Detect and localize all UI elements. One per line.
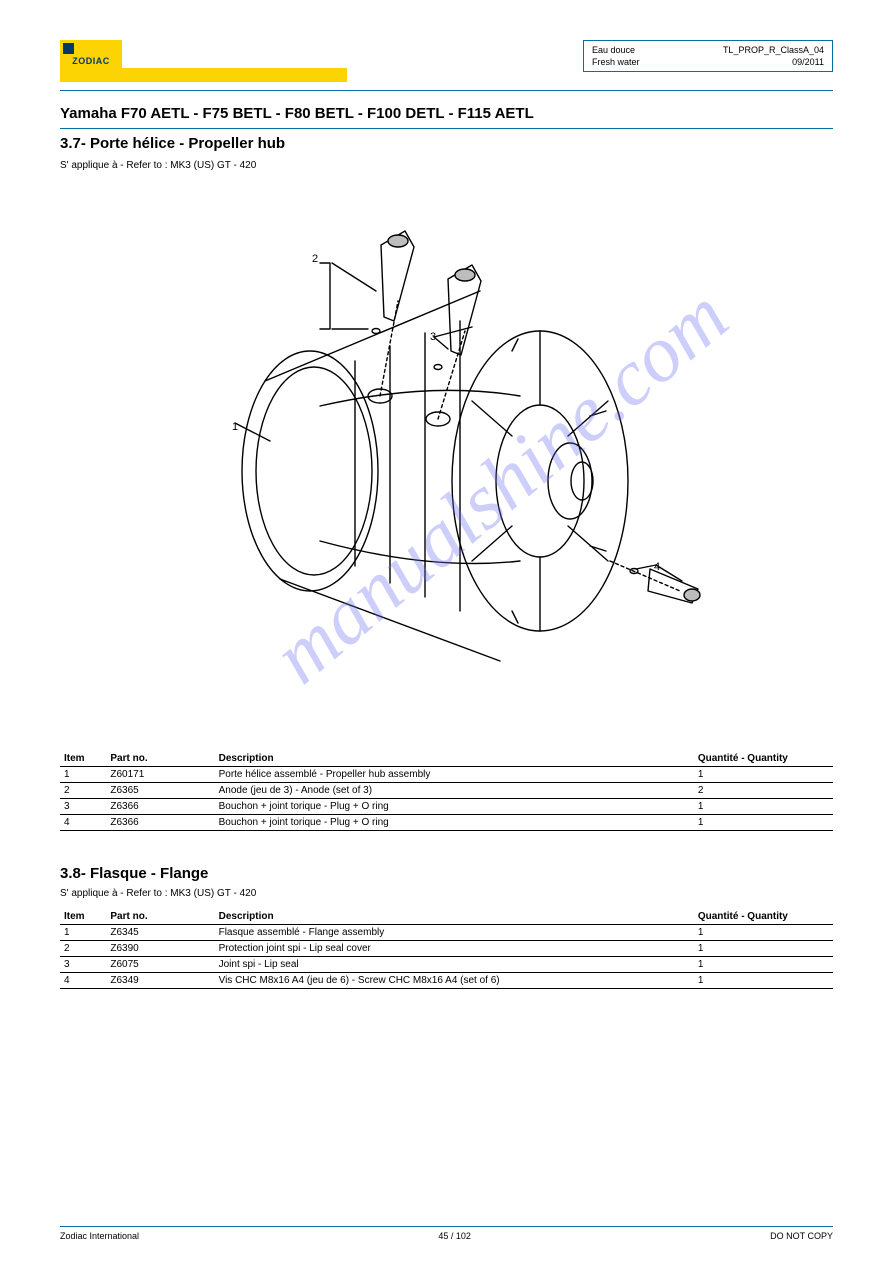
- zodiac-logo: ZODIAC: [60, 40, 122, 82]
- cell: Vis CHC M8x16 A4 (jeu de 6) - Screw CHC …: [215, 973, 694, 989]
- page-title: Yamaha F70 AETL - F75 BETL - F80 BETL - …: [60, 105, 833, 122]
- parts-table-1: Item Part no. Description Quantité - Qua…: [60, 751, 833, 831]
- table-header-row: Item Part no. Description Quantité - Qua…: [60, 751, 833, 767]
- cell: Bouchon + joint torique - Plug + O ring: [215, 799, 694, 815]
- applies-to-2: S' applique à - Refer to : MK3 (US) GT -…: [60, 888, 833, 899]
- cell: Joint spi - Lip seal: [215, 957, 694, 973]
- cell: 1: [694, 815, 833, 831]
- cell: Z6366: [106, 815, 214, 831]
- cell: 2: [60, 783, 106, 799]
- cell: Z6390: [106, 941, 214, 957]
- table-row: 1 Z60171 Porte hélice assemblé - Propell…: [60, 767, 833, 783]
- cell: 1: [694, 799, 833, 815]
- footer: Zodiac International 45 / 102 DO NOT COP…: [60, 1226, 833, 1241]
- footer-right: DO NOT COPY: [770, 1231, 833, 1241]
- cell: 1: [694, 957, 833, 973]
- cell: 1: [60, 767, 106, 783]
- table-row: 4 Z6349 Vis CHC M8x16 A4 (jeu de 6) - Sc…: [60, 973, 833, 989]
- header: ZODIAC Eau douce TL_PROP_R_ClassA_04 Fre…: [60, 40, 833, 82]
- col-part: Part no.: [106, 751, 214, 767]
- table-header-row: Item Part no. Description Quantité - Qua…: [60, 909, 833, 925]
- doc-ref-box: Eau douce TL_PROP_R_ClassA_04 Fresh wate…: [583, 40, 833, 72]
- doc-ref-lang-en: Fresh water: [592, 57, 640, 67]
- footer-center: 45 / 102: [438, 1231, 471, 1241]
- yellow-bar: [122, 68, 347, 82]
- table-row: 3 Z6366 Bouchon + joint torique - Plug +…: [60, 799, 833, 815]
- cell: Porte hélice assemblé - Propeller hub as…: [215, 767, 694, 783]
- propeller-hub-diagram: [180, 171, 740, 741]
- cell: 4: [60, 815, 106, 831]
- section-title: 3.7- Porte hélice - Propeller hub: [60, 135, 833, 152]
- cell: 3: [60, 799, 106, 815]
- parts-table-2: Item Part no. Description Quantité - Qua…: [60, 909, 833, 989]
- table-row: 4 Z6366 Bouchon + joint torique - Plug +…: [60, 815, 833, 831]
- applies-to: S' applique à - Refer to : MK3 (US) GT -…: [60, 160, 833, 171]
- cell: 2: [694, 783, 833, 799]
- cell: 1: [694, 941, 833, 957]
- cell: Protection joint spi - Lip seal cover: [215, 941, 694, 957]
- doc-ref-date: 09/2011: [792, 57, 824, 67]
- cell: Z6349: [106, 973, 214, 989]
- doc-ref-lang-fr: Eau douce: [592, 45, 635, 55]
- logo-square-icon: [63, 43, 74, 54]
- col-part: Part no.: [106, 909, 214, 925]
- col-item: Item: [60, 909, 106, 925]
- section-title-2: 3.8- Flasque - Flange: [60, 865, 833, 882]
- cell: 1: [694, 925, 833, 941]
- cell: Anode (jeu de 3) - Anode (set of 3): [215, 783, 694, 799]
- cell: Z60171: [106, 767, 214, 783]
- table-row: 2 Z6365 Anode (jeu de 3) - Anode (set of…: [60, 783, 833, 799]
- col-qty: Quantité - Quantity: [694, 909, 833, 925]
- footer-rule: [60, 1226, 833, 1227]
- cell: 3: [60, 957, 106, 973]
- cell: Z6075: [106, 957, 214, 973]
- cell: 2: [60, 941, 106, 957]
- cell: 4: [60, 973, 106, 989]
- col-item: Item: [60, 751, 106, 767]
- doc-ref-code: TL_PROP_R_ClassA_04: [723, 45, 824, 55]
- table-row: 1 Z6345 Flasque assemblé - Flange assemb…: [60, 925, 833, 941]
- cell: 1: [694, 767, 833, 783]
- header-rule: [60, 90, 833, 91]
- table-row: 3 Z6075 Joint spi - Lip seal 1: [60, 957, 833, 973]
- cell: Z6365: [106, 783, 214, 799]
- cell: 1: [60, 925, 106, 941]
- col-qty: Quantité - Quantity: [694, 751, 833, 767]
- footer-left: Zodiac International: [60, 1231, 139, 1241]
- cell: Z6345: [106, 925, 214, 941]
- cell: 1: [694, 973, 833, 989]
- col-desc: Description: [215, 751, 694, 767]
- cell: Bouchon + joint torique - Plug + O ring: [215, 815, 694, 831]
- cell: Flasque assemblé - Flange assembly: [215, 925, 694, 941]
- cell: Z6366: [106, 799, 214, 815]
- logo-text: ZODIAC: [72, 56, 110, 66]
- section-rule-top: [60, 128, 833, 129]
- exploded-view-figure: 1 2 3 4: [60, 171, 833, 741]
- table-row: 2 Z6390 Protection joint spi - Lip seal …: [60, 941, 833, 957]
- col-desc: Description: [215, 909, 694, 925]
